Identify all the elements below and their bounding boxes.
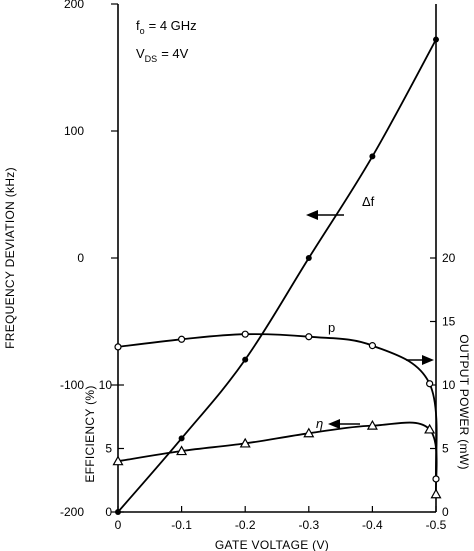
x-tick-label: -0.4 <box>362 518 383 532</box>
y-right-tick-label: 20 <box>442 251 456 265</box>
point-delta-f <box>305 255 312 261</box>
point-efficiency <box>176 445 188 456</box>
point-output-power <box>178 335 186 343</box>
y-inner-axis-title: EFFICIENCY (%) <box>83 385 97 482</box>
y-right-tick-label: 5 <box>442 442 449 456</box>
point-delta-f <box>178 435 185 442</box>
arrow-eta-left <box>328 419 360 429</box>
point-delta-f <box>242 356 249 363</box>
point-output-power <box>241 330 249 338</box>
vds-label: VDS = 4V <box>136 46 189 64</box>
x-tick-label: -0.3 <box>298 518 319 532</box>
series-label-delta-f: Δf <box>362 194 375 209</box>
point-delta-f <box>115 509 121 515</box>
curves-layer <box>117 39 438 513</box>
point-efficiency <box>112 455 124 466</box>
x-tick-label: -0.2 <box>235 518 256 532</box>
x-axis-title: GATE VOLTAGE (V) <box>215 538 329 551</box>
y-left-tick-label: 0 <box>77 251 84 265</box>
y-left-tick-label: 100 <box>64 124 84 138</box>
curve-efficiency <box>117 421 438 495</box>
point-delta-f <box>433 36 439 43</box>
point-delta-f <box>369 153 376 160</box>
y-inner-tick-label: 0 <box>105 505 112 519</box>
arrow-p-right <box>406 355 434 365</box>
series-label-eta: η <box>316 416 323 431</box>
y-left-tick-label: 200 <box>64 0 84 11</box>
arrow-delta-f-left <box>306 210 344 220</box>
y-left-tick-label: -100 <box>60 378 84 392</box>
y-right-tick-label: 0 <box>442 505 449 519</box>
y-left-axis-title: FREQUENCY DEVIATION (kHz) <box>3 167 17 349</box>
series-label-p: p <box>328 320 335 335</box>
y-right-tick-label: 15 <box>442 315 456 329</box>
point-output-power <box>368 342 376 350</box>
curve-delta-f <box>117 39 437 513</box>
y-left-tick-label: -200 <box>60 505 84 519</box>
y-inner-tick-label: 5 <box>105 442 112 456</box>
y-right-tick-label: 10 <box>442 378 456 392</box>
f0-label: fo = 4 GHz <box>136 18 197 36</box>
x-tick-label: -0.1 <box>171 518 192 532</box>
x-tick-label: -0.5 <box>426 518 447 532</box>
y-inner-tick-label: 10 <box>99 378 113 392</box>
point-output-power <box>114 343 122 351</box>
point-output-power <box>305 333 313 341</box>
y-right-axis-title: OUTPUT POWER (mW) <box>457 334 471 470</box>
point-output-power <box>426 380 434 388</box>
x-tick-label: 0 <box>115 518 122 532</box>
ticks-layer: 0 -0.1 -0.2 -0.3 -0.4 -0.5-200-10001002000510… <box>60 0 456 532</box>
point-efficiency <box>303 427 315 438</box>
point-efficiency <box>366 419 378 430</box>
point-efficiency <box>424 423 436 434</box>
markers-layer <box>112 36 442 515</box>
point-efficiency <box>239 437 251 448</box>
point-efficiency <box>430 488 442 499</box>
point-output-power <box>432 475 440 483</box>
